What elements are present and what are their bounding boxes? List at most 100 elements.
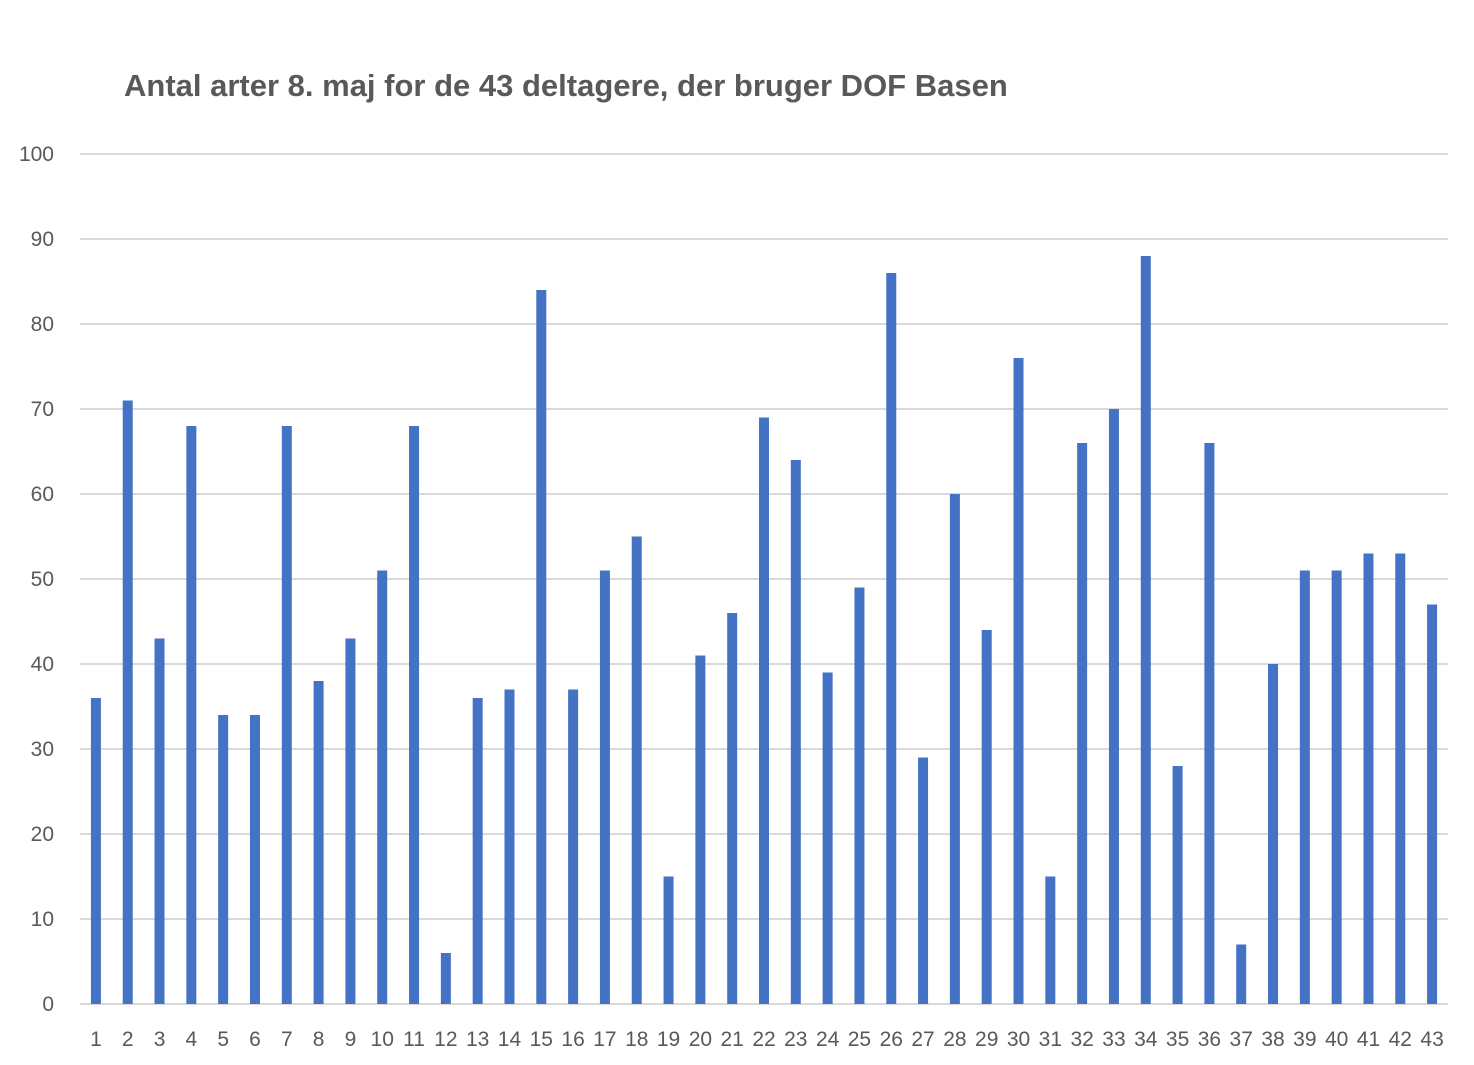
y-tick-label: 80	[31, 313, 54, 336]
bar	[249, 715, 260, 1004]
x-tick-label: 7	[281, 1028, 293, 1051]
bar	[1013, 358, 1024, 1004]
bars	[90, 256, 1438, 1004]
y-tick-label: 60	[31, 483, 54, 506]
y-tick-label: 40	[31, 653, 54, 676]
bar	[1204, 443, 1215, 1004]
x-tick-label: 31	[1039, 1028, 1062, 1051]
bar	[154, 638, 165, 1004]
bar	[727, 613, 738, 1004]
x-tick-label: 9	[345, 1028, 357, 1051]
x-tick-label: 16	[561, 1028, 584, 1051]
y-tick-label: 90	[31, 228, 54, 251]
bar	[1172, 766, 1183, 1004]
bar	[345, 638, 356, 1004]
x-tick-label: 37	[1230, 1028, 1253, 1051]
x-tick-label: 33	[1102, 1028, 1125, 1051]
x-axis-ticks: 1 2 3 4 5 6 7 8 9 10 11 12 13 14 15 16 17 18 19 20 21 22 23 24 2…	[90, 1028, 1444, 1051]
x-tick-label: 38	[1261, 1028, 1284, 1051]
bar	[90, 698, 101, 1004]
bar	[981, 630, 992, 1004]
x-tick-label: 36	[1198, 1028, 1221, 1051]
bar	[536, 290, 547, 1004]
y-tick-label: 0	[42, 993, 54, 1016]
x-tick-label: 5	[217, 1028, 229, 1051]
x-tick-label: 1	[90, 1028, 102, 1051]
bar	[886, 273, 897, 1004]
bar	[631, 536, 642, 1004]
x-tick-label: 11	[403, 1028, 425, 1051]
bar	[313, 681, 324, 1004]
x-tick-label: 14	[498, 1028, 522, 1051]
x-tick-label: 30	[1007, 1028, 1030, 1051]
x-tick-label: 10	[371, 1028, 394, 1051]
x-tick-label: 8	[313, 1028, 325, 1051]
x-tick-label: 32	[1070, 1028, 1093, 1051]
bar	[663, 876, 674, 1004]
x-tick-label: 41	[1357, 1028, 1380, 1051]
bar	[218, 715, 229, 1004]
bar	[790, 460, 801, 1004]
bar	[409, 426, 420, 1004]
x-tick-label: 26	[880, 1028, 903, 1051]
x-tick-label: 28	[943, 1028, 966, 1051]
x-tick-label: 22	[752, 1028, 775, 1051]
bar	[1140, 256, 1151, 1004]
bar	[759, 417, 769, 1004]
bar	[440, 953, 451, 1004]
bar	[1395, 553, 1406, 1004]
x-tick-label: 21	[721, 1028, 744, 1051]
bar	[1331, 570, 1342, 1004]
bar	[568, 689, 579, 1004]
x-tick-label: 42	[1389, 1028, 1412, 1051]
bar	[1108, 409, 1119, 1004]
bar	[377, 570, 388, 1004]
x-tick-label: 39	[1293, 1028, 1316, 1051]
x-tick-label: 40	[1325, 1028, 1348, 1051]
x-tick-label: 15	[530, 1028, 553, 1051]
y-tick-label: 100	[19, 143, 54, 166]
x-tick-label: 19	[657, 1028, 680, 1051]
y-tick-label: 10	[31, 908, 54, 931]
bar	[1077, 443, 1088, 1004]
bar	[1268, 664, 1279, 1004]
x-tick-label: 25	[848, 1028, 871, 1051]
bar	[186, 426, 197, 1004]
x-tick-label: 34	[1134, 1028, 1158, 1051]
bar	[918, 757, 929, 1004]
x-tick-label: 23	[784, 1028, 807, 1051]
bar	[504, 689, 515, 1004]
x-tick-label: 13	[466, 1028, 489, 1051]
x-tick-label: 20	[689, 1028, 712, 1051]
x-tick-label: 27	[911, 1028, 934, 1051]
y-tick-label: 50	[31, 568, 54, 591]
y-tick-label: 20	[31, 823, 54, 846]
bar	[599, 570, 610, 1004]
bar	[1363, 553, 1374, 1004]
bar	[822, 672, 833, 1004]
x-tick-label: 3	[154, 1028, 166, 1051]
x-tick-label: 6	[249, 1028, 261, 1051]
x-tick-label: 24	[816, 1028, 840, 1051]
x-tick-label: 35	[1166, 1028, 1189, 1051]
bar	[1045, 876, 1056, 1004]
x-tick-label: 4	[186, 1028, 198, 1051]
y-axis-ticks: 0 10 20 30 40 50 60 70 80 90 100	[19, 143, 54, 1016]
x-tick-label: 2	[122, 1028, 134, 1051]
chart-title: Antal arter 8. maj for de 43 deltagere, …	[124, 68, 1008, 103]
bar	[695, 655, 706, 1004]
bar	[1299, 570, 1310, 1004]
y-tick-label: 70	[31, 398, 54, 421]
x-tick-label: 29	[975, 1028, 998, 1051]
bar	[472, 698, 483, 1004]
bar	[281, 426, 292, 1004]
bar	[949, 494, 960, 1004]
x-tick-label: 17	[593, 1028, 616, 1051]
bar	[1236, 944, 1247, 1004]
bar	[122, 400, 133, 1004]
bar	[854, 587, 865, 1004]
bar	[1427, 604, 1438, 1004]
y-tick-label: 30	[31, 738, 54, 761]
x-tick-label: 18	[625, 1028, 648, 1051]
